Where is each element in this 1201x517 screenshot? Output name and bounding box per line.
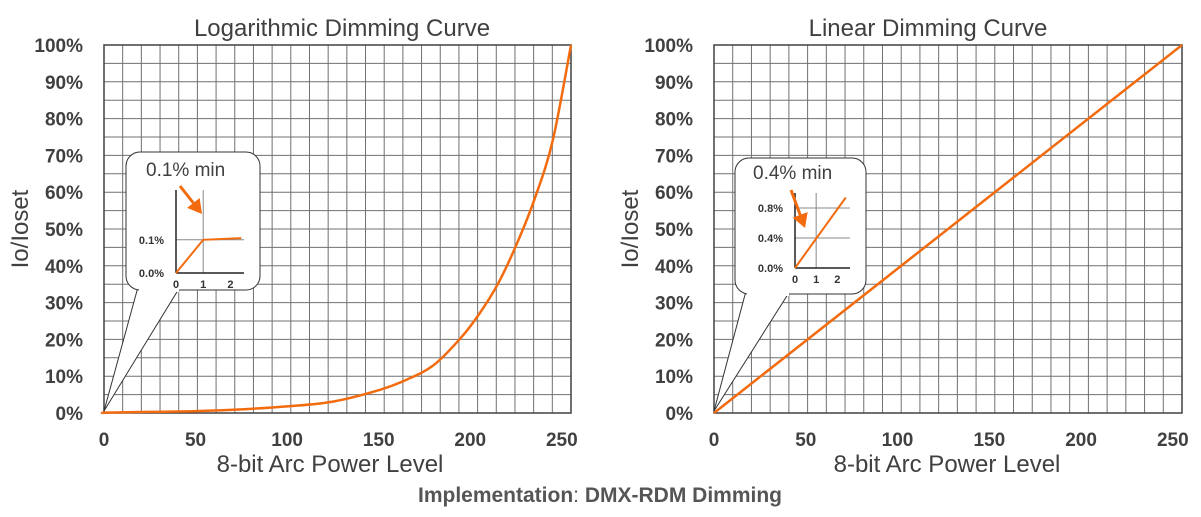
inset-x-tick-label: 1 [200,279,206,291]
series-line [100,44,573,415]
y-tick-label: 40% [655,257,693,278]
x-tick-label: 200 [454,430,486,451]
y-tick-label: 90% [655,73,693,94]
chart-title: Linear Dimming Curve [809,15,1048,42]
callout-box [734,157,867,295]
y-tick-label: 50% [655,220,693,241]
inset-x-tick-label: 1 [813,274,819,286]
x-tick-label: 100 [882,430,914,451]
y-axis-label: Io/Ioset [617,189,644,268]
y-tick-label: 20% [655,330,693,351]
footer-label: Implementation [418,484,573,507]
x-tick-label: 200 [1065,430,1097,451]
footer-caption: Implementation: DMX-RDM Dimming [418,484,782,507]
inset-annotation: 0.4% min [753,163,832,184]
inset-x-tick-label: 2 [227,279,233,291]
y-tick-label: 0% [666,404,694,425]
y-tick-label: 100% [34,36,83,57]
y-tick-label: 10% [45,367,83,388]
y-tick-label: 100% [644,36,693,57]
x-tick-label: 100 [271,430,303,451]
y-tick-label: 0% [56,404,84,425]
callout-pointer [713,290,791,412]
inset-y-tick-label: 0.0% [758,263,783,275]
y-tick-label: 50% [45,220,83,241]
x-tick-label: 0 [99,430,110,451]
callout-joint [139,286,179,292]
y-tick-label: 40% [45,257,83,278]
inset-arrow-shaft [178,185,195,204]
y-tick-label: 70% [45,146,83,167]
inset-arrow-head [187,198,202,214]
inset-x-tick-label: 0 [173,279,179,291]
x-tick-label: 250 [1157,430,1189,451]
callout-box [125,151,261,291]
footer-value: DMX-RDM Dimming [585,484,782,507]
x-tick-label: 250 [546,430,578,451]
inset-y-tick-label: 0.0% [139,268,164,280]
inset-y-tick-label: 0.1% [139,235,164,247]
inset-series-line [175,237,242,274]
y-tick-label: 80% [45,110,83,131]
callout-pointer [103,286,181,412]
linear-chart: 0% 10% 20% 30% 40% 50% 60% 70% 80% 90% 100% 0 50 100 1… [617,15,1189,478]
y-tick-label: 20% [45,330,83,351]
plot-frame [103,44,572,414]
inset-x-tick-label: 2 [834,274,840,286]
x-tick-label: 150 [973,430,1005,451]
y-tick-label: 60% [45,183,83,204]
inset-x-tick-label: 0 [792,274,798,286]
y-tick-label: 90% [45,73,83,94]
inset-arrow-shaft [789,189,802,216]
logarithmic-chart: 0% 10% 20% 30% 40% 50% 60% 70% 80% 90% 100% 0 50 100 1… [7,15,578,478]
callout-joint [747,290,789,296]
x-tick-label: 50 [185,430,206,451]
grid [104,45,571,413]
footer-separator: : [573,484,585,507]
plot-frame [713,44,1183,414]
inset-y-tick-label: 0.8% [758,203,783,215]
x-tick-label: 150 [363,430,395,451]
x-tick-label: 0 [709,430,720,451]
y-tick-label: 30% [655,294,693,315]
series-line [713,44,1183,414]
y-tick-label: 30% [45,294,83,315]
x-axis-label: 8-bit Arc Power Level [217,451,444,478]
inset-annotation: 0.1% min [146,160,225,181]
y-axis-label: Io/Ioset [7,189,34,268]
y-tick-label: 60% [655,183,693,204]
inset-arrow-head [792,212,808,228]
y-tick-label: 80% [655,110,693,131]
x-axis-label: 8-bit Arc Power Level [834,451,1061,478]
y-tick-label: 70% [655,146,693,167]
inset-callout: 0.0% 0.1% 0 1 2 0.1% min [103,151,261,412]
inset-series-line [794,196,847,269]
y-tick-label: 10% [655,367,693,388]
inset-y-tick-label: 0.4% [758,233,783,245]
x-tick-label: 50 [795,430,816,451]
chart-title: Logarithmic Dimming Curve [194,15,490,42]
inset-callout: 0.0% 0.4% 0.8% 0 1 2 0.4% min [713,157,867,412]
